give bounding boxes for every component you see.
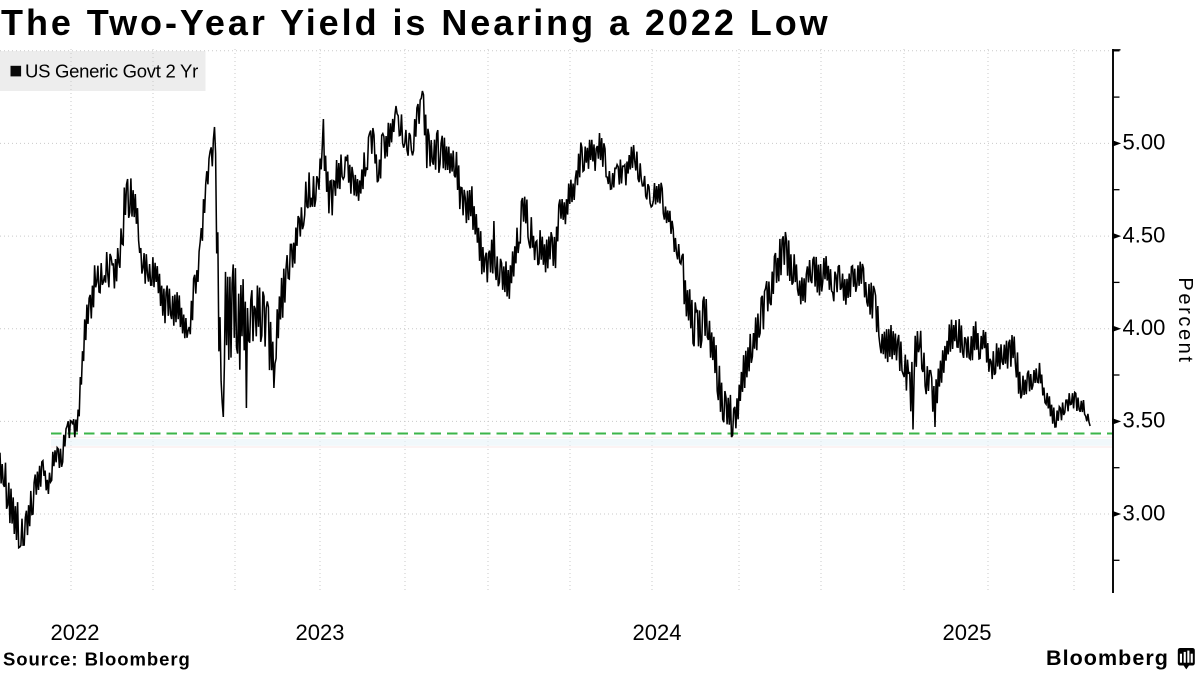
- svg-text:US Generic Govt 2 Yr: US Generic Govt 2 Yr: [25, 60, 198, 81]
- svg-text:Percent: Percent: [1174, 277, 1196, 364]
- svg-text:2023: 2023: [296, 620, 345, 645]
- svg-text:Bloomberg: Bloomberg: [1046, 646, 1169, 670]
- svg-text:5.00: 5.00: [1123, 130, 1166, 155]
- svg-text:2025: 2025: [943, 620, 992, 645]
- svg-text:2024: 2024: [633, 620, 682, 645]
- svg-text:4.00: 4.00: [1123, 315, 1166, 340]
- svg-text:3.00: 3.00: [1123, 500, 1166, 525]
- svg-text:4.50: 4.50: [1123, 222, 1166, 247]
- svg-text:3.50: 3.50: [1123, 408, 1166, 433]
- svg-text:2022: 2022: [51, 620, 100, 645]
- svg-text:The Two-Year Yield is Nearing: The Two-Year Yield is Nearing a 2022 Low: [1, 2, 831, 43]
- svg-text:Source: Bloomberg: Source: Bloomberg: [3, 649, 191, 670]
